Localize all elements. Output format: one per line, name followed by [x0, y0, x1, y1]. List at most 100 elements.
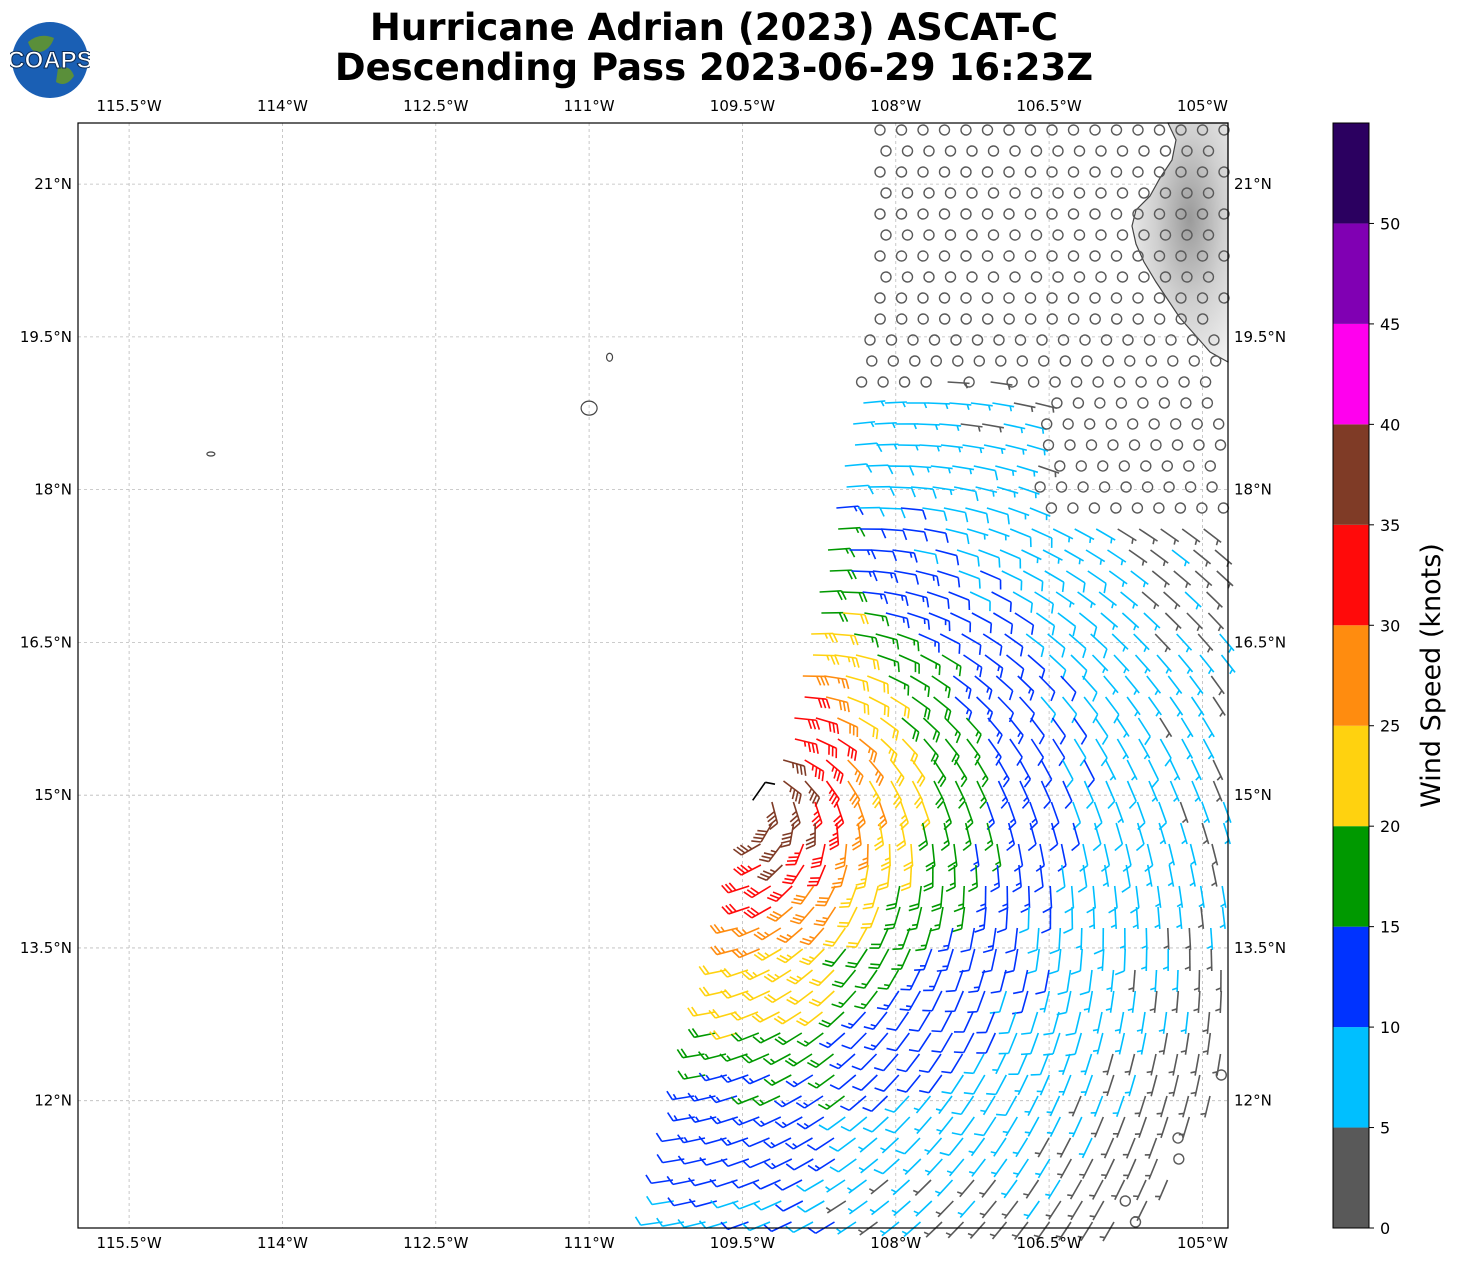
- wind-barb: [1158, 397, 1171, 409]
- wind-barb: [789, 906, 815, 925]
- wind-barb: [1181, 271, 1193, 283]
- wind-barb: [1073, 187, 1086, 199]
- wind-barb: [1206, 591, 1223, 610]
- wind-barb: [1133, 633, 1150, 653]
- wind-barb: [1153, 166, 1166, 178]
- colorbar-segment: [1333, 1027, 1369, 1128]
- lon-tick-label-top: 105°W: [1177, 97, 1228, 115]
- wind-barb: [1057, 334, 1070, 346]
- wind-barb: [1113, 654, 1130, 674]
- wind-barb: [1020, 1032, 1040, 1056]
- wind-barb: [1001, 1179, 1018, 1199]
- wind-barb: [960, 166, 972, 178]
- wind-barb: [933, 780, 945, 809]
- wind-barb: [1153, 292, 1166, 304]
- wind-barb: [961, 633, 982, 655]
- wind-barb: [880, 187, 892, 199]
- wind-barb: [1009, 187, 1021, 199]
- wind-barb: [1099, 1221, 1115, 1242]
- wind-barb: [891, 948, 911, 970]
- wind-barb: [1188, 355, 1201, 367]
- wind-barb: [1046, 208, 1058, 220]
- wind-barb: [1218, 166, 1230, 178]
- wind-barb: [1136, 1032, 1147, 1055]
- wind-barb: [753, 927, 782, 941]
- wind-barb: [1003, 423, 1026, 434]
- wind-barb: [888, 675, 910, 696]
- wind-barb: [1196, 313, 1209, 325]
- wind-barb: [697, 1051, 727, 1061]
- wind-barb: [1089, 208, 1101, 220]
- wind-barb: [1012, 969, 1029, 995]
- wind-barb: [1154, 906, 1161, 929]
- wind-barb: [818, 1011, 845, 1028]
- wind-barb: [1102, 1074, 1115, 1097]
- wind-barb: [677, 1070, 706, 1080]
- wind-barb: [804, 759, 825, 782]
- wind-barb: [1042, 549, 1063, 564]
- wind-barb: [892, 927, 911, 951]
- wind-barb: [1097, 948, 1105, 972]
- wind-barb: [982, 633, 1003, 656]
- wind-barb: [1052, 271, 1064, 283]
- wind-barb: [847, 1200, 868, 1215]
- wind-barb: [933, 759, 947, 788]
- wind-barb: [1196, 292, 1209, 304]
- wind-barb: [963, 376, 975, 388]
- wind-barb: [930, 465, 953, 474]
- wind-barb: [839, 885, 858, 909]
- wind-barb: [1211, 843, 1219, 866]
- lon-tick-label-top: 111°W: [564, 97, 615, 115]
- wind-barb: [1030, 229, 1043, 241]
- wind-barb: [847, 759, 864, 786]
- wind-barb: [862, 591, 889, 605]
- wind-barb: [945, 1221, 965, 1239]
- wind-barb: [1173, 570, 1192, 588]
- wind-barb: [1090, 1116, 1105, 1138]
- wind-barb: [710, 1199, 739, 1209]
- wind-barb: [763, 1158, 793, 1170]
- wind-barb: [1119, 927, 1126, 951]
- wind-barb: [1138, 528, 1158, 545]
- wind-barb: [1068, 1095, 1082, 1117]
- wind-barb: [1075, 927, 1083, 951]
- wind-barb: [785, 1137, 813, 1150]
- wind-barb: [901, 1221, 922, 1238]
- wind-barb: [868, 485, 895, 496]
- wind-barb: [762, 1053, 791, 1066]
- wind-barb: [889, 486, 916, 498]
- wind-barb: [890, 780, 903, 809]
- wind-barb: [1147, 696, 1162, 717]
- wind-barb: [951, 1095, 975, 1116]
- wind-barb: [1153, 250, 1166, 262]
- wind-barb: [807, 1221, 835, 1234]
- wind-barb: [872, 570, 899, 584]
- wind-barb: [895, 124, 908, 136]
- wind-barb: [1113, 376, 1126, 388]
- wind-barb: [1171, 969, 1179, 993]
- wind-barb: [936, 1116, 954, 1135]
- wind-barb: [829, 1158, 857, 1173]
- wind-barb: [884, 1095, 910, 1113]
- wind-barb: [928, 334, 941, 346]
- wind-barb: [953, 486, 979, 502]
- wind-barb: [1202, 1032, 1212, 1055]
- wind-barb: [1163, 927, 1170, 951]
- lat-tick-label-left: 21°N: [34, 175, 72, 193]
- wind-barb: [930, 355, 942, 367]
- wind-barb: [967, 1221, 986, 1239]
- lat-tick-label-right: 16.5°N: [1234, 633, 1286, 651]
- wind-barb: [1024, 166, 1037, 178]
- wind-barb: [881, 528, 908, 541]
- wind-barb: [917, 423, 940, 431]
- wind-barb: [841, 1032, 867, 1050]
- wind-barb: [1163, 591, 1181, 610]
- wind-barb: [834, 843, 848, 870]
- wind-barb: [952, 355, 964, 367]
- wind-barb: [1132, 292, 1144, 304]
- wind-barb: [733, 843, 761, 856]
- wind-barb: [752, 1032, 781, 1044]
- wind-barb: [1143, 612, 1161, 631]
- wind-barb: [1103, 675, 1119, 695]
- wind-barb: [923, 187, 935, 199]
